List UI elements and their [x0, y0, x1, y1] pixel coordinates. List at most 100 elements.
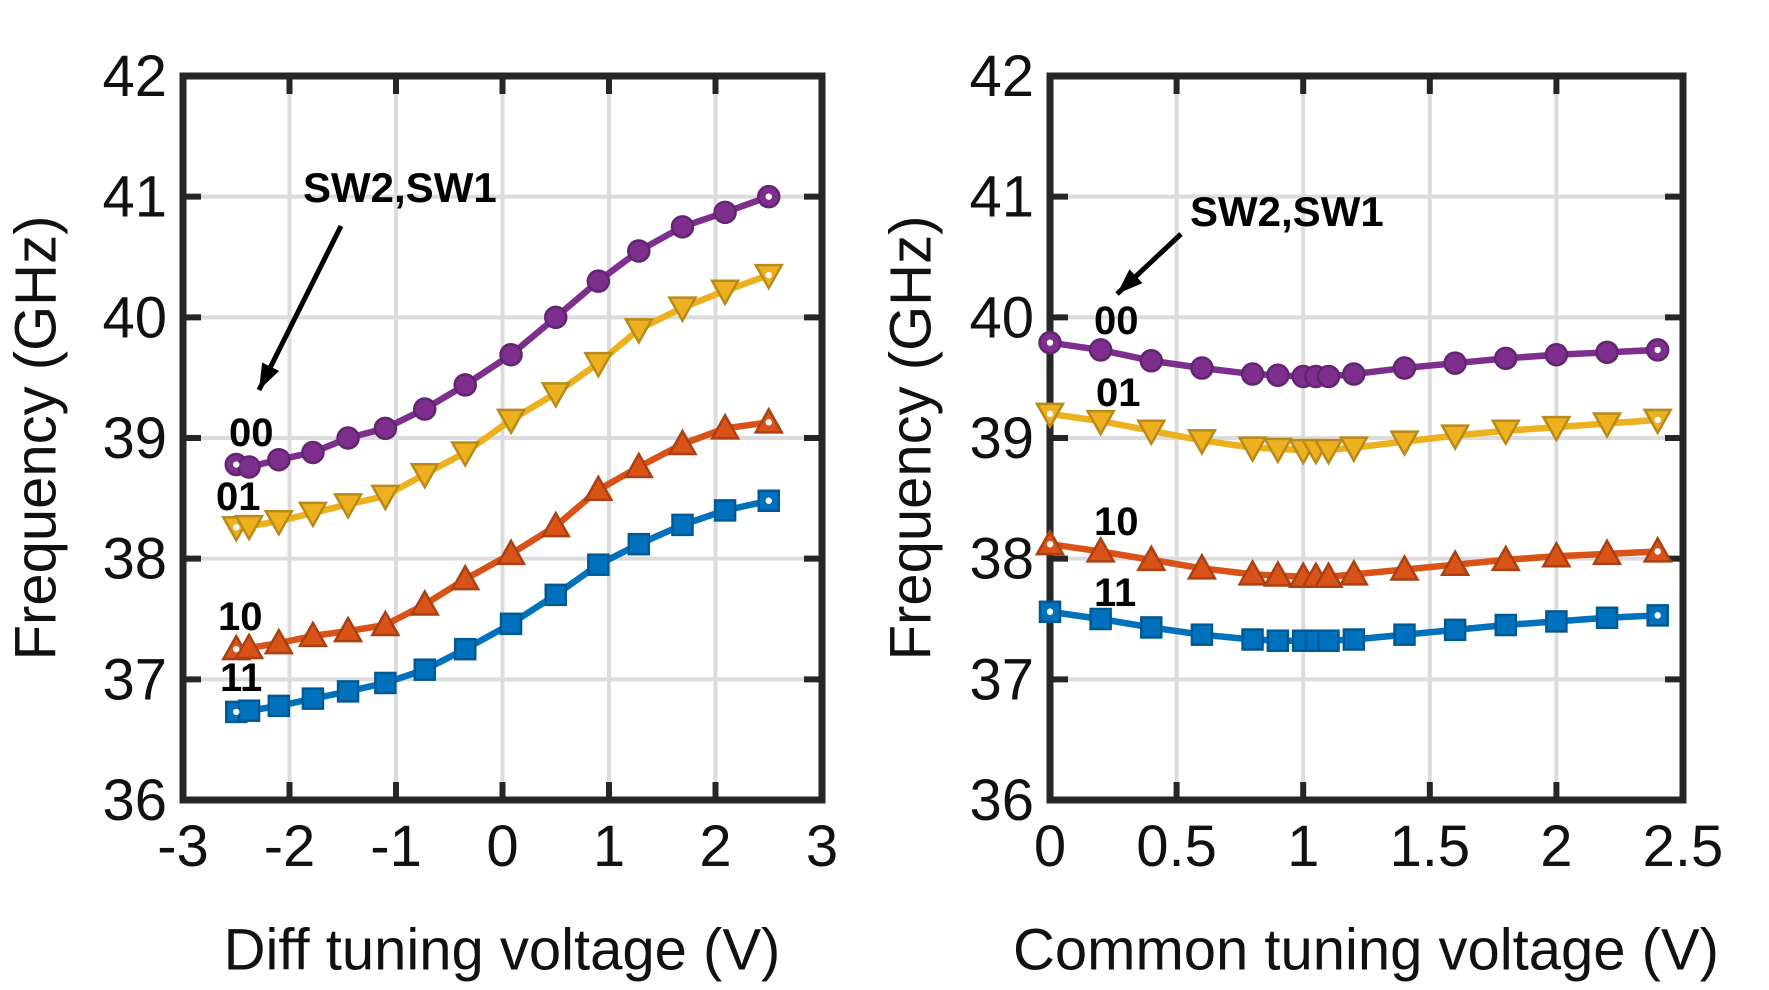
y-tick-label: 41 — [102, 165, 167, 230]
series-10-marker-triangle-up-icon — [583, 474, 614, 502]
series-01-marker-triangle-down-icon — [1237, 436, 1268, 464]
series-11-marker-square-icon — [1266, 629, 1290, 652]
series-01-marker-triangle-down-icon — [1338, 436, 1369, 464]
series-00-marker-circle-icon — [1595, 340, 1619, 365]
series-00-marker-circle-icon — [267, 447, 291, 472]
series-01-marker-triangle-down-icon — [709, 279, 741, 307]
left-annotation-sw2sw1: SW2,SW1 — [303, 164, 497, 211]
series-01-marker-triangle-down-icon — [450, 441, 481, 469]
series-00-marker-circle-icon — [453, 373, 477, 397]
right-y-axis-label: Frequency (GHz) — [878, 215, 944, 661]
series-11-marker-square-icon — [301, 687, 325, 710]
series-00-marker-circle-icon — [544, 305, 568, 330]
series-01-marker-triangle-down-icon — [667, 296, 698, 324]
series-00-marker-circle-icon — [1266, 363, 1290, 388]
series-11-marker-square-icon — [1190, 623, 1214, 646]
series-11-marker-square-icon — [671, 513, 694, 537]
left-series-label-11: 11 — [220, 656, 263, 700]
series-10-marker-triangle-up-icon — [1490, 544, 1521, 572]
series-11-marker-square-icon — [1443, 618, 1467, 642]
x-tick-label: 0.5 — [1136, 814, 1217, 879]
marker-highlight — [1046, 410, 1054, 418]
marker-highlight — [765, 193, 772, 200]
series-00-marker-circle-icon — [1443, 351, 1467, 375]
series-00-marker-circle-icon — [373, 416, 398, 441]
x-tick-label: 1.5 — [1389, 814, 1470, 879]
series-01-marker-triangle-down-icon — [1591, 412, 1623, 440]
y-tick-label: 38 — [969, 527, 1034, 592]
y-tick-label: 37 — [969, 647, 1034, 712]
series-10-marker-triangle-up-icon — [1541, 540, 1572, 568]
series-10-marker-triangle-up-icon — [297, 620, 329, 648]
marker-highlight — [233, 461, 240, 468]
marker-highlight — [1046, 608, 1054, 615]
marker-highlight — [1046, 339, 1054, 346]
series-11-marker-square-icon — [1342, 628, 1366, 651]
x-tick-label: 0 — [486, 814, 518, 879]
series-00-marker-circle-icon — [1240, 362, 1265, 386]
series-00-marker-circle-icon — [1392, 356, 1417, 380]
series-10-marker-triangle-up-icon — [1186, 552, 1218, 580]
x-tick-label: -1 — [370, 814, 422, 879]
x-tick-label: 2 — [1540, 814, 1572, 879]
series-01-marker-triangle-down-icon — [263, 510, 294, 537]
series-10-marker-triangle-up-icon — [409, 588, 440, 616]
x-tick-label: 2 — [699, 814, 731, 879]
series-00-marker-circle-icon — [413, 397, 437, 421]
series-11-marker-square-icon — [1241, 628, 1264, 651]
series-01-marker-triangle-down-icon — [409, 462, 440, 490]
series-11-marker-square-icon — [267, 694, 291, 718]
series-11-marker-square-icon — [453, 637, 477, 661]
series-01-marker-triangle-down-icon — [1136, 419, 1167, 447]
series-00-marker-circle-icon — [627, 239, 651, 263]
series-11-marker-square-icon — [627, 532, 651, 556]
y-tick-label: 40 — [102, 285, 167, 350]
series-01-marker-triangle-down-icon — [297, 501, 329, 529]
series-10-marker-triangle-up-icon — [1439, 549, 1471, 576]
series-10-marker-triangle-up-icon — [1237, 558, 1268, 586]
left-series-label-10: 10 — [218, 595, 263, 639]
series-10-marker-triangle-up-icon — [623, 451, 654, 479]
series-11-marker-square-icon — [1545, 610, 1568, 633]
series-10-marker-triangle-up-icon — [332, 615, 364, 643]
series-01-marker-triangle-down-icon — [495, 408, 527, 436]
series-01-marker-triangle-down-icon — [1439, 424, 1471, 452]
y-tick-label: 40 — [969, 285, 1034, 350]
series-10-marker-triangle-up-icon — [1085, 535, 1116, 563]
series-01-marker-triangle-down-icon — [1490, 419, 1521, 447]
series-01-marker-triangle-down-icon — [1262, 437, 1294, 465]
series-11-marker-square-icon — [587, 553, 610, 576]
series-00-marker-circle-icon — [713, 200, 737, 225]
series-11-marker-square-icon — [237, 699, 261, 722]
series-10-marker-triangle-up-icon — [709, 412, 741, 440]
right-x-axis-label: Common tuning voltage (V) — [1013, 917, 1719, 983]
series-01-marker-triangle-down-icon — [1085, 409, 1116, 437]
series-01-marker-triangle-down-icon — [623, 318, 654, 345]
y-tick-label: 42 — [969, 44, 1034, 109]
left-series-label-01: 01 — [216, 475, 261, 519]
y-tick-label: 42 — [102, 44, 167, 109]
series-11-marker-square-icon — [1089, 607, 1112, 631]
series-00-marker-circle-icon — [586, 269, 611, 293]
x-tick-label: 1 — [593, 814, 625, 879]
marker-highlight — [765, 271, 772, 279]
axes-border — [1046, 72, 1687, 804]
series-10-marker-triangle-up-icon — [540, 510, 571, 538]
series-11-marker-square-icon — [374, 671, 397, 695]
x-tick-label: 2.5 — [1643, 814, 1724, 879]
right-series-label-00: 00 — [1094, 299, 1139, 343]
series-01-marker-triangle-down-icon — [1313, 438, 1344, 466]
series-11-marker-square-icon — [1393, 623, 1416, 646]
series-01-marker-triangle-down-icon — [1541, 415, 1572, 443]
series-10-marker-triangle-up-icon — [1591, 538, 1623, 566]
right-plot: 0 0.5 1 1.5 2 2.5 36 37 38 39 40 41 42 — [969, 44, 1723, 879]
marker-highlight — [233, 708, 240, 716]
right-series-label-10: 10 — [1094, 500, 1139, 544]
series-00-marker-circle-icon — [1494, 346, 1518, 371]
series-00-marker-circle-icon — [1316, 364, 1341, 389]
series-10-marker-triangle-up-icon — [1338, 558, 1369, 586]
series-01-marker-triangle-down-icon — [332, 493, 364, 520]
